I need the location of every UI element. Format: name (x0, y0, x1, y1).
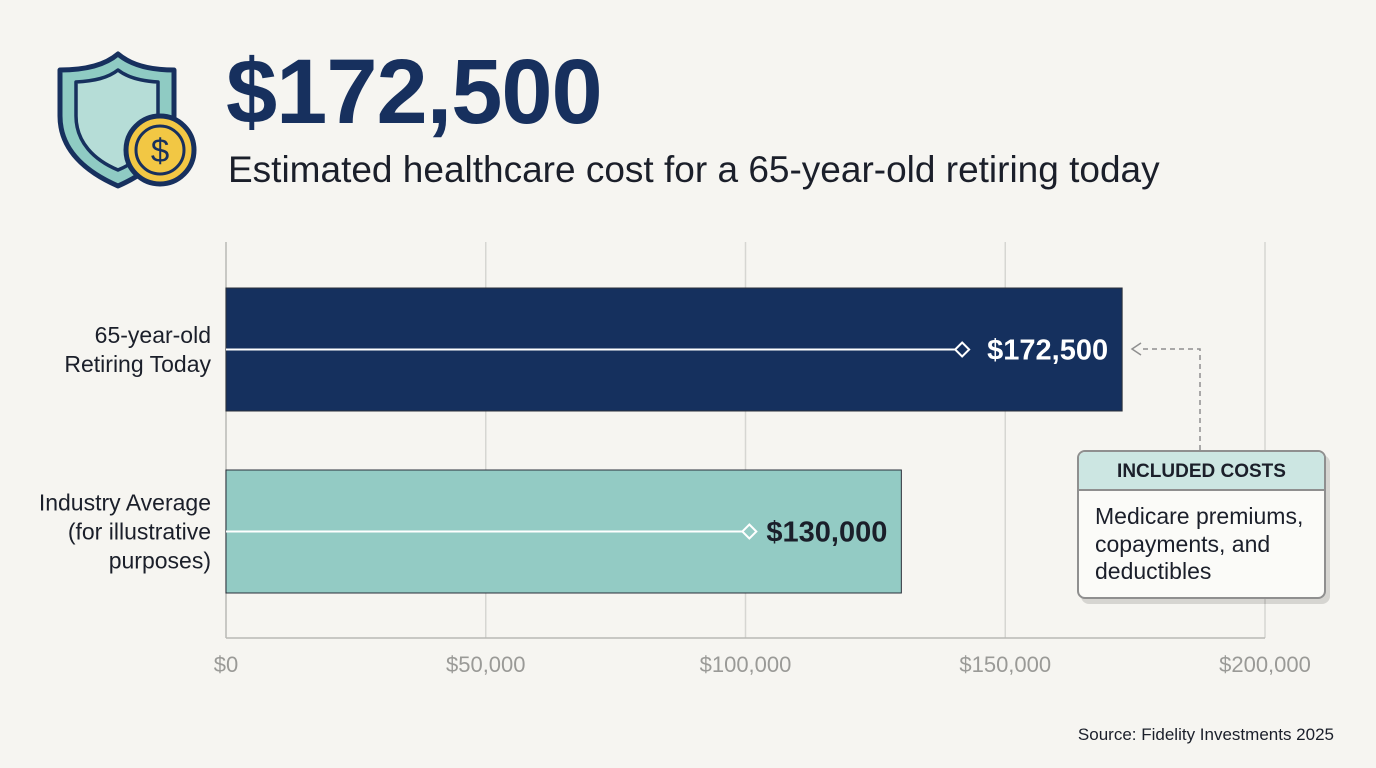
category-label: (for illustrative (68, 519, 211, 545)
dollar-coin-icon: $ (123, 113, 197, 187)
bar-value-label: $172,500 (987, 335, 1108, 367)
callout-title: INCLUDED COSTS (1079, 452, 1324, 491)
shield-coin-icon: $ (57, 51, 197, 189)
callout-body: Medicare premiums, copayments, and deduc… (1095, 503, 1304, 585)
bar-value-label: $130,000 (766, 517, 887, 549)
x-tick-label: $100,000 (700, 652, 792, 677)
category-label: 65-year-old (95, 322, 211, 348)
x-tick-label: $50,000 (446, 652, 526, 677)
category-label: Industry Average (39, 490, 211, 516)
x-tick-label: $200,000 (1219, 652, 1311, 677)
header: $ $172,500 Estimated healthcare cost for… (0, 0, 1376, 210)
bar-marker (953, 341, 971, 358)
bar-marker (740, 523, 758, 540)
included-costs-callout: INCLUDED COSTS Medicare premiums, copaym… (1077, 450, 1326, 599)
svg-text:$: $ (151, 132, 169, 169)
callout-connector (1140, 348, 1201, 450)
category-label: Retiring Today (64, 351, 211, 377)
category-label: purposes) (109, 548, 211, 574)
x-tick-label: $150,000 (959, 652, 1051, 677)
source-note: Source: Fidelity Investments 2025 (1077, 725, 1334, 744)
x-tick-label: $0 (214, 652, 238, 677)
subheadline: Estimated healthcare cost for a 65-year-… (228, 149, 1160, 190)
headline-amount: $172,500 (226, 41, 603, 143)
callout-connector-arrow (1130, 342, 1142, 356)
